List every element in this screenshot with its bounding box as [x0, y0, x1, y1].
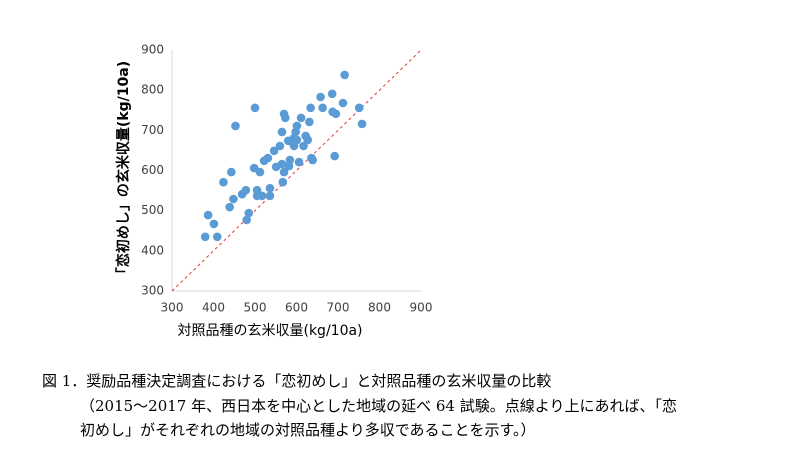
point [330, 151, 339, 161]
caption-line: 図 1．奨励品種決定調査における「恋初めし」と対照品種の玄米収量の比較 [42, 372, 552, 390]
point [231, 121, 240, 131]
y-tick-label: 400 [141, 243, 164, 257]
x-axis-title: 対照品種の玄米収量(kg/10a) [177, 322, 362, 339]
y-tick-label: 900 [141, 43, 164, 57]
point [354, 103, 364, 113]
caption-line: 初めし」がそれぞれの地域の対照品種より多収であることを示す。） [80, 421, 536, 439]
x-tick-label: 700 [327, 301, 350, 315]
point [225, 202, 234, 212]
point [308, 155, 317, 165]
point [277, 159, 287, 169]
point [292, 135, 302, 145]
x-tick-label: 500 [244, 301, 267, 315]
y-tick-label: 600 [141, 163, 164, 177]
point [277, 127, 287, 137]
point [331, 109, 341, 119]
point [219, 177, 228, 187]
x-tick-label: 400 [202, 301, 225, 315]
y-tick-label: 500 [141, 203, 164, 217]
point [306, 103, 315, 113]
point [357, 119, 367, 129]
point [250, 103, 260, 113]
point [294, 157, 304, 167]
point [280, 113, 290, 123]
point [263, 153, 273, 163]
point [327, 89, 337, 99]
point [257, 191, 267, 201]
point [255, 167, 265, 177]
reference-line [171, 49, 422, 292]
point [269, 146, 279, 156]
point [244, 208, 254, 218]
y-tick-label: 300 [141, 284, 164, 298]
y-axis-title: 「恋初めし」の玄米収量(kg/10a) [115, 61, 132, 281]
point [296, 113, 306, 123]
chart: 対照品種の玄米収量(kg/10a) 「恋初めし」の玄米収量(kg/10a) 30… [115, 43, 433, 340]
point [305, 117, 314, 127]
point [209, 219, 219, 229]
point [212, 232, 222, 242]
point [316, 92, 325, 102]
point [318, 103, 327, 113]
point [303, 135, 313, 145]
point [299, 141, 308, 151]
point [229, 194, 238, 204]
point [279, 167, 289, 177]
point [275, 141, 285, 151]
x-tick-label: 600 [285, 301, 308, 315]
point [265, 183, 275, 193]
y-tick-label: 700 [141, 123, 164, 137]
point [242, 215, 251, 225]
x-tick-label: 900 [410, 301, 433, 315]
point [278, 177, 288, 187]
point [227, 167, 236, 177]
point [338, 98, 348, 108]
point [203, 210, 213, 220]
point [292, 121, 302, 131]
point [285, 155, 295, 165]
point [265, 191, 275, 201]
point [200, 232, 210, 242]
caption-line: （2015～2017 年、西日本を中心とした地域の延べ 64 試験。点線より上に… [80, 397, 677, 415]
point [340, 70, 349, 80]
x-tick-label: 300 [161, 301, 184, 315]
point [241, 185, 251, 195]
y-tick-label: 800 [141, 83, 164, 97]
x-tick-label: 800 [368, 301, 391, 315]
